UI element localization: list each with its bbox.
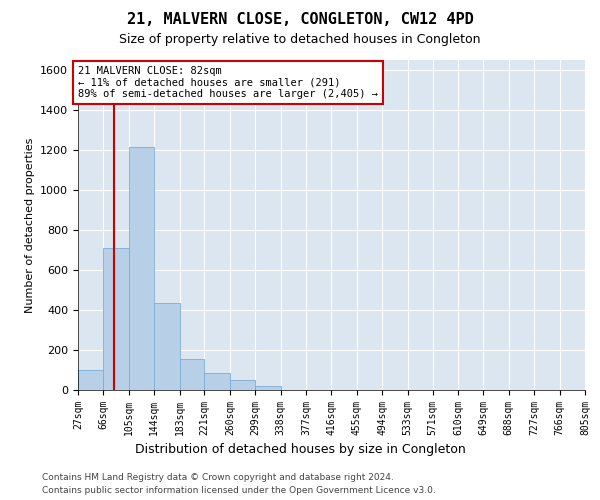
Bar xyxy=(78,370,103,390)
Bar xyxy=(103,248,129,390)
Text: Size of property relative to detached houses in Congleton: Size of property relative to detached ho… xyxy=(119,32,481,46)
Text: 21, MALVERN CLOSE, CONGLETON, CW12 4PD: 21, MALVERN CLOSE, CONGLETON, CW12 4PD xyxy=(127,12,473,28)
Text: Contains HM Land Registry data © Crown copyright and database right 2024.: Contains HM Land Registry data © Crown c… xyxy=(42,472,394,482)
Bar xyxy=(179,359,205,390)
Bar xyxy=(205,373,230,390)
Bar xyxy=(230,380,255,390)
Text: Distribution of detached houses by size in Congleton: Distribution of detached houses by size … xyxy=(134,442,466,456)
Text: 21 MALVERN CLOSE: 82sqm
← 11% of detached houses are smaller (291)
89% of semi-d: 21 MALVERN CLOSE: 82sqm ← 11% of detache… xyxy=(78,66,378,99)
Text: Contains public sector information licensed under the Open Government Licence v3: Contains public sector information licen… xyxy=(42,486,436,495)
Y-axis label: Number of detached properties: Number of detached properties xyxy=(25,138,35,312)
Bar xyxy=(129,147,154,390)
Bar xyxy=(255,386,281,390)
Bar xyxy=(154,303,179,390)
